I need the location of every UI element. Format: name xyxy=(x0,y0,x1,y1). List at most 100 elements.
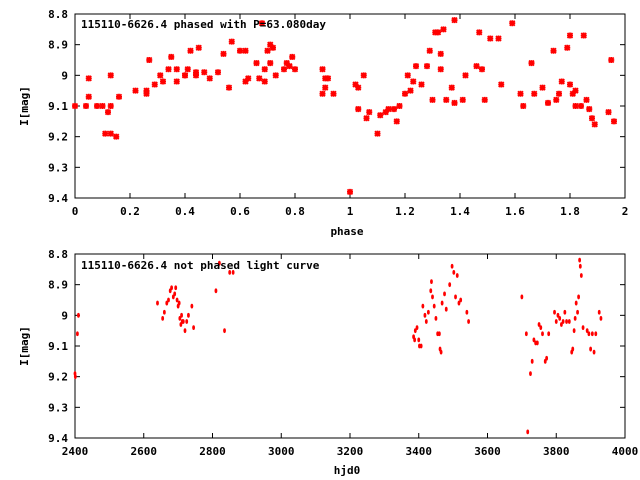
data-point xyxy=(99,102,106,110)
data-point xyxy=(547,331,551,337)
data-point xyxy=(190,303,194,309)
data-point xyxy=(556,312,560,318)
data-point xyxy=(459,96,466,104)
data-point xyxy=(594,331,598,337)
point-marker xyxy=(330,90,337,97)
data-point xyxy=(195,44,202,51)
data-point xyxy=(451,99,458,107)
point-marker xyxy=(283,59,290,67)
data-point xyxy=(173,66,180,73)
point-marker xyxy=(610,118,618,125)
data-point xyxy=(476,29,483,36)
data-point xyxy=(385,105,392,113)
data-point xyxy=(165,300,169,306)
data-point xyxy=(192,325,195,330)
point-marker xyxy=(459,96,466,104)
data-point xyxy=(429,288,433,294)
data-point xyxy=(553,96,560,104)
data-point xyxy=(530,358,534,364)
point-marker xyxy=(544,99,552,107)
data-point xyxy=(430,279,433,284)
point-marker xyxy=(146,56,153,64)
data-point xyxy=(272,72,279,79)
point-marker xyxy=(220,50,227,58)
data-point xyxy=(77,312,80,318)
data-point xyxy=(214,288,218,294)
point-marker xyxy=(242,47,249,54)
data-point xyxy=(242,47,249,54)
x-tick-label: 0.2 xyxy=(120,205,140,218)
point-marker xyxy=(580,32,587,39)
data-point xyxy=(102,130,109,137)
point-marker xyxy=(443,96,450,104)
data-point xyxy=(261,78,268,85)
data-point xyxy=(187,47,194,54)
data-point xyxy=(444,306,448,312)
point-marker xyxy=(319,90,326,97)
data-point xyxy=(156,300,159,306)
x-tick-label: 0.4 xyxy=(175,205,195,218)
point-marker xyxy=(261,78,268,85)
point-marker xyxy=(168,53,175,61)
data-point xyxy=(437,50,444,58)
point-marker xyxy=(426,47,433,54)
point-marker xyxy=(517,90,524,97)
data-point xyxy=(360,72,367,79)
data-point xyxy=(253,59,260,67)
data-point xyxy=(76,331,79,337)
data-point xyxy=(346,188,354,196)
data-point xyxy=(192,72,200,79)
point-marker xyxy=(228,38,235,45)
x-tick-label: 1.4 xyxy=(450,205,470,218)
point-marker xyxy=(566,32,574,39)
data-point xyxy=(566,32,574,39)
point-marker xyxy=(267,59,274,67)
data-point xyxy=(578,263,582,269)
data-point xyxy=(498,81,505,88)
data-point xyxy=(467,319,470,324)
data-point xyxy=(495,35,502,42)
data-point xyxy=(440,26,447,33)
data-point xyxy=(591,121,598,128)
data-point xyxy=(319,66,326,73)
point-marker xyxy=(355,105,362,113)
data-point xyxy=(586,105,593,113)
y-tick-label: 9.2 xyxy=(48,371,68,384)
point-marker xyxy=(558,78,565,85)
point-marker xyxy=(236,47,244,54)
point-marker xyxy=(355,84,362,91)
point-marker xyxy=(473,62,480,70)
data-point xyxy=(572,328,576,334)
data-point xyxy=(450,263,454,269)
point-marker xyxy=(272,72,279,79)
point-marker xyxy=(572,87,579,94)
data-point xyxy=(592,349,596,355)
point-marker xyxy=(346,188,354,196)
data-point xyxy=(228,270,232,275)
point-marker xyxy=(588,115,596,122)
data-point xyxy=(291,66,299,73)
data-point xyxy=(432,303,436,309)
data-point xyxy=(452,270,456,275)
axis-ticks: 2400 2600 2800 3000 3200 3400 3600 3800 4000 8.8 8… xyxy=(48,248,638,458)
x-tick-label: 2 xyxy=(622,205,629,218)
point-marker xyxy=(478,66,486,73)
data-point xyxy=(93,102,101,110)
data-point xyxy=(478,66,486,73)
data-point xyxy=(267,59,274,67)
point-marker xyxy=(143,87,150,94)
data-point xyxy=(352,81,359,88)
data-point xyxy=(355,84,362,91)
point-marker xyxy=(531,90,538,97)
x-tick-label: 2800 xyxy=(199,445,226,458)
point-marker xyxy=(509,20,516,27)
phased-light-curve-panel: 0 0.2 0.4 0.6 0.8 1 1.2 1.4 1.6 1.8 2 8.8 8.9 9 9.1 9.2… xyxy=(18,8,628,238)
data-point xyxy=(264,47,271,54)
data-point xyxy=(429,96,436,104)
data-point xyxy=(531,90,538,97)
data-point xyxy=(181,72,189,79)
data-point xyxy=(451,16,458,24)
point-marker xyxy=(201,69,208,76)
